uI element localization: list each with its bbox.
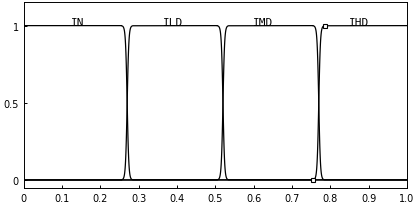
Text: IHD: IHD xyxy=(349,18,369,28)
Text: IMD: IMD xyxy=(253,18,273,28)
Text: ILD: ILD xyxy=(163,18,183,28)
Text: IN: IN xyxy=(71,18,84,28)
